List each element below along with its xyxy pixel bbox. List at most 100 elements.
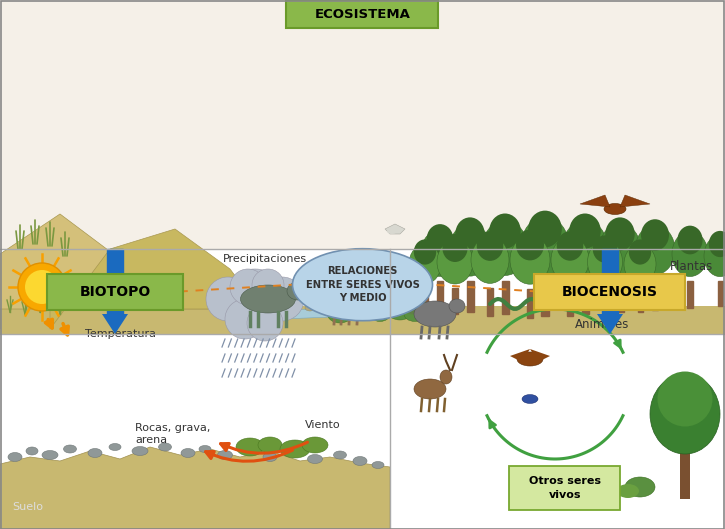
Ellipse shape (305, 305, 315, 311)
Polygon shape (580, 195, 610, 207)
Bar (603, 288, 608, 314)
Ellipse shape (287, 282, 309, 300)
Circle shape (247, 305, 283, 341)
Polygon shape (597, 314, 623, 334)
Ellipse shape (489, 214, 521, 249)
Ellipse shape (455, 217, 485, 251)
Ellipse shape (604, 204, 626, 214)
Ellipse shape (159, 443, 172, 451)
Bar (107, 249, 123, 287)
Ellipse shape (427, 224, 453, 254)
Bar (687, 281, 693, 308)
Bar (582, 281, 589, 314)
Ellipse shape (471, 236, 509, 284)
Text: Otros seres
vivos: Otros seres vivos (529, 477, 601, 499)
Bar (423, 288, 428, 312)
Text: Viento: Viento (305, 420, 341, 430)
Ellipse shape (263, 452, 277, 461)
Circle shape (25, 270, 59, 304)
Bar (638, 288, 643, 312)
Ellipse shape (599, 224, 641, 276)
Ellipse shape (624, 244, 656, 284)
Bar (617, 281, 624, 312)
Ellipse shape (292, 249, 433, 321)
Bar (502, 281, 509, 314)
Ellipse shape (529, 211, 562, 248)
Ellipse shape (404, 306, 426, 322)
Ellipse shape (650, 374, 720, 454)
Ellipse shape (302, 437, 328, 453)
Bar (107, 277, 123, 314)
Ellipse shape (280, 440, 310, 458)
Bar (0, 306, 725, 334)
Bar (567, 288, 573, 316)
Ellipse shape (323, 306, 337, 314)
Ellipse shape (409, 244, 441, 284)
Text: RELACIONES
ENTRE SERES VIVOS
Y MEDIO: RELACIONES ENTRE SERES VIVOS Y MEDIO (305, 267, 420, 303)
Ellipse shape (241, 285, 296, 313)
Circle shape (260, 277, 304, 321)
Ellipse shape (258, 437, 282, 453)
Bar (437, 281, 443, 309)
Circle shape (403, 260, 413, 270)
Bar (0, 249, 725, 334)
Text: Suelo: Suelo (12, 502, 43, 512)
Ellipse shape (370, 306, 390, 322)
Ellipse shape (593, 235, 617, 263)
Ellipse shape (253, 311, 263, 317)
Ellipse shape (353, 457, 367, 466)
Ellipse shape (409, 298, 421, 306)
Ellipse shape (328, 305, 352, 323)
Ellipse shape (414, 301, 456, 327)
FancyBboxPatch shape (534, 273, 686, 309)
Ellipse shape (641, 219, 669, 251)
Bar (0, 489, 390, 529)
Bar (0, 249, 390, 529)
Ellipse shape (199, 445, 211, 452)
Ellipse shape (421, 230, 459, 276)
Ellipse shape (677, 226, 703, 254)
Circle shape (223, 269, 287, 333)
Polygon shape (102, 287, 128, 306)
Ellipse shape (387, 228, 397, 234)
Ellipse shape (617, 484, 639, 498)
Text: BIOCENOSIS: BIOCENOSIS (562, 285, 658, 298)
Text: Energía que
llega del Sol: Energía que llega del Sol (73, 275, 141, 299)
Ellipse shape (238, 308, 252, 316)
Text: Precipitaciones: Precipitaciones (223, 254, 307, 264)
Text: BIOTOPO: BIOTOPO (79, 285, 151, 298)
Text: Temperatura: Temperatura (85, 329, 156, 339)
Ellipse shape (334, 451, 347, 459)
Ellipse shape (709, 231, 725, 257)
Ellipse shape (181, 449, 195, 458)
Ellipse shape (635, 225, 675, 275)
Polygon shape (510, 349, 530, 362)
Ellipse shape (284, 450, 296, 457)
Ellipse shape (442, 234, 468, 262)
Ellipse shape (625, 477, 655, 497)
Ellipse shape (629, 240, 651, 264)
Ellipse shape (42, 451, 58, 460)
Ellipse shape (555, 288, 585, 300)
FancyBboxPatch shape (510, 466, 621, 510)
Polygon shape (530, 349, 550, 362)
Ellipse shape (563, 221, 608, 276)
Ellipse shape (440, 370, 452, 384)
Text: Animales: Animales (575, 317, 629, 331)
Ellipse shape (437, 240, 473, 284)
Ellipse shape (326, 285, 364, 307)
Polygon shape (230, 304, 420, 320)
Bar (602, 277, 618, 314)
Ellipse shape (522, 395, 538, 404)
Circle shape (230, 269, 266, 305)
Ellipse shape (517, 352, 543, 366)
Ellipse shape (26, 447, 38, 455)
Ellipse shape (360, 309, 370, 315)
Circle shape (225, 299, 265, 339)
Ellipse shape (282, 308, 298, 316)
Ellipse shape (658, 371, 713, 426)
Ellipse shape (672, 232, 708, 277)
Ellipse shape (449, 224, 491, 276)
Ellipse shape (414, 379, 446, 399)
Bar (541, 281, 549, 316)
